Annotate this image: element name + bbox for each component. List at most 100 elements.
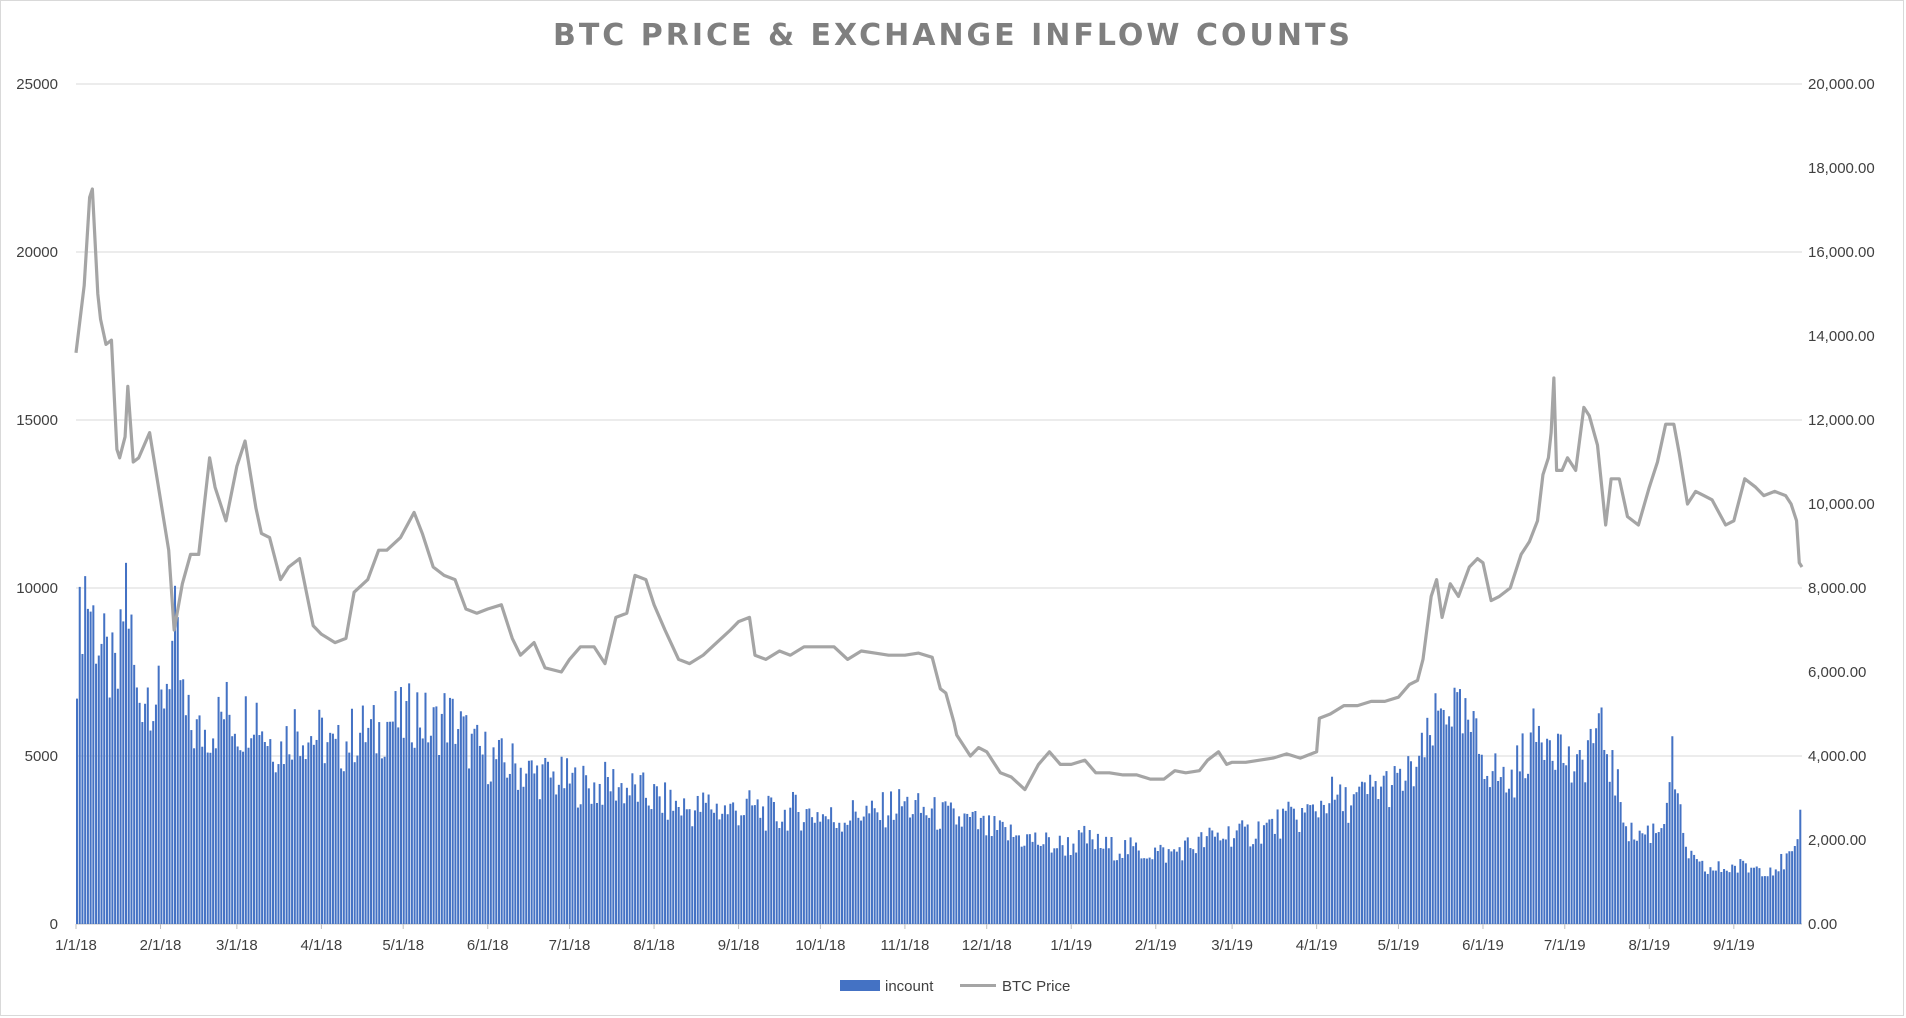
- incount-bar: [340, 768, 343, 924]
- x-tick-label: 12/1/18: [962, 937, 1012, 954]
- incount-bar: [497, 739, 500, 924]
- incount-bar: [1047, 837, 1050, 924]
- incount-bar: [438, 755, 441, 924]
- incount-bar: [764, 830, 767, 924]
- incount-bar: [555, 794, 558, 924]
- incount-bar: [770, 797, 773, 924]
- incount-bar: [171, 640, 174, 924]
- incount-bar: [84, 576, 87, 924]
- incount-bar: [179, 680, 182, 924]
- incount-bar: [429, 735, 432, 924]
- incount-bar: [299, 756, 302, 924]
- incount-bar: [560, 756, 563, 924]
- incount-bar: [427, 742, 430, 924]
- incount-bar: [593, 782, 596, 924]
- incount-bar: [816, 812, 819, 924]
- incount-bar: [1298, 831, 1301, 924]
- left-tick-label: 20000: [16, 244, 58, 261]
- incount-bar: [1559, 734, 1562, 924]
- incount-bar: [544, 757, 547, 924]
- incount-bar: [726, 814, 729, 924]
- incount-bar: [410, 742, 413, 924]
- incount-bar: [808, 808, 811, 924]
- incount-bar: [930, 808, 933, 924]
- incount-bar: [1290, 806, 1293, 924]
- incount-bar: [1409, 761, 1412, 924]
- incount-bar: [612, 769, 615, 924]
- incount-bar: [1450, 726, 1453, 924]
- incount-bar: [740, 815, 743, 924]
- incount-bar: [321, 717, 324, 924]
- incount-bar: [1682, 832, 1685, 924]
- incount-bar: [944, 801, 947, 924]
- incount-bar: [419, 727, 422, 924]
- incount-bar: [1075, 852, 1078, 924]
- incount-bar: [952, 808, 955, 924]
- incount-bar: [1265, 822, 1268, 924]
- x-tick-label: 9/1/18: [718, 937, 760, 954]
- incount-bar: [76, 698, 79, 924]
- incount-bar: [1652, 823, 1655, 924]
- incount-bar: [968, 817, 971, 924]
- incount-bar: [1181, 860, 1184, 924]
- incount-bar: [1597, 713, 1600, 924]
- incount-bar: [707, 794, 710, 924]
- incount-bar: [1429, 735, 1432, 924]
- incount-bar: [386, 721, 389, 924]
- incount-bar: [1674, 789, 1677, 924]
- incount-bar: [1763, 876, 1766, 924]
- incount-bar: [372, 705, 375, 924]
- incount-bar: [1254, 838, 1257, 924]
- incount-bar: [288, 754, 291, 924]
- incount-bar: [925, 815, 928, 924]
- incount-bar: [1469, 731, 1472, 924]
- incount-bar: [1684, 846, 1687, 924]
- right-tick-label: 20,000.00: [1808, 76, 1875, 93]
- incount-bar: [1595, 728, 1598, 924]
- legend-label-incount: incount: [885, 978, 934, 995]
- incount-bar: [576, 807, 579, 924]
- incount-bar: [802, 822, 805, 924]
- incount-bar: [876, 812, 879, 924]
- incount-bar: [721, 813, 724, 924]
- incount-bar: [601, 804, 604, 924]
- x-tick-label: 1/1/18: [55, 937, 97, 954]
- incount-bar: [402, 737, 405, 924]
- incount-bar: [1322, 804, 1325, 924]
- incount-bar: [1031, 841, 1034, 924]
- incount-bar: [146, 687, 149, 924]
- incount-bars: [76, 562, 1802, 924]
- incount-bar: [1458, 689, 1461, 924]
- incount-bar: [985, 835, 988, 924]
- incount-bar: [1203, 847, 1206, 924]
- incount-bar: [1058, 835, 1061, 924]
- incount-bar: [1216, 832, 1219, 924]
- incount-bar: [250, 738, 253, 924]
- incount-bar: [269, 739, 272, 924]
- incount-bar: [481, 754, 484, 924]
- incount-bar: [1714, 870, 1717, 924]
- incount-bar: [116, 688, 119, 924]
- incount-bar: [282, 764, 285, 924]
- left-tick-label: 15000: [16, 412, 58, 429]
- incount-bar: [1772, 875, 1775, 924]
- incount-bar: [1589, 728, 1592, 924]
- incount-bar: [1622, 822, 1625, 924]
- incount-bar: [1020, 846, 1023, 924]
- incount-bar: [1742, 860, 1745, 924]
- incount-bar: [1339, 784, 1342, 924]
- incount-bar: [1448, 716, 1451, 924]
- incount-bar: [293, 709, 296, 924]
- incount-bar: [1418, 755, 1421, 924]
- incount-bar: [1213, 836, 1216, 924]
- incount-bar: [677, 806, 680, 924]
- right-tick-label: 0.00: [1808, 916, 1837, 933]
- incount-bar: [781, 821, 784, 924]
- incount-bar: [378, 722, 381, 924]
- incount-bar: [604, 761, 607, 924]
- incount-bar: [977, 829, 980, 924]
- incount-bar: [86, 608, 89, 924]
- left-axis-ticks: 0 5000 10000 15000 20000 25000: [16, 76, 58, 933]
- incount-bar: [1102, 848, 1105, 924]
